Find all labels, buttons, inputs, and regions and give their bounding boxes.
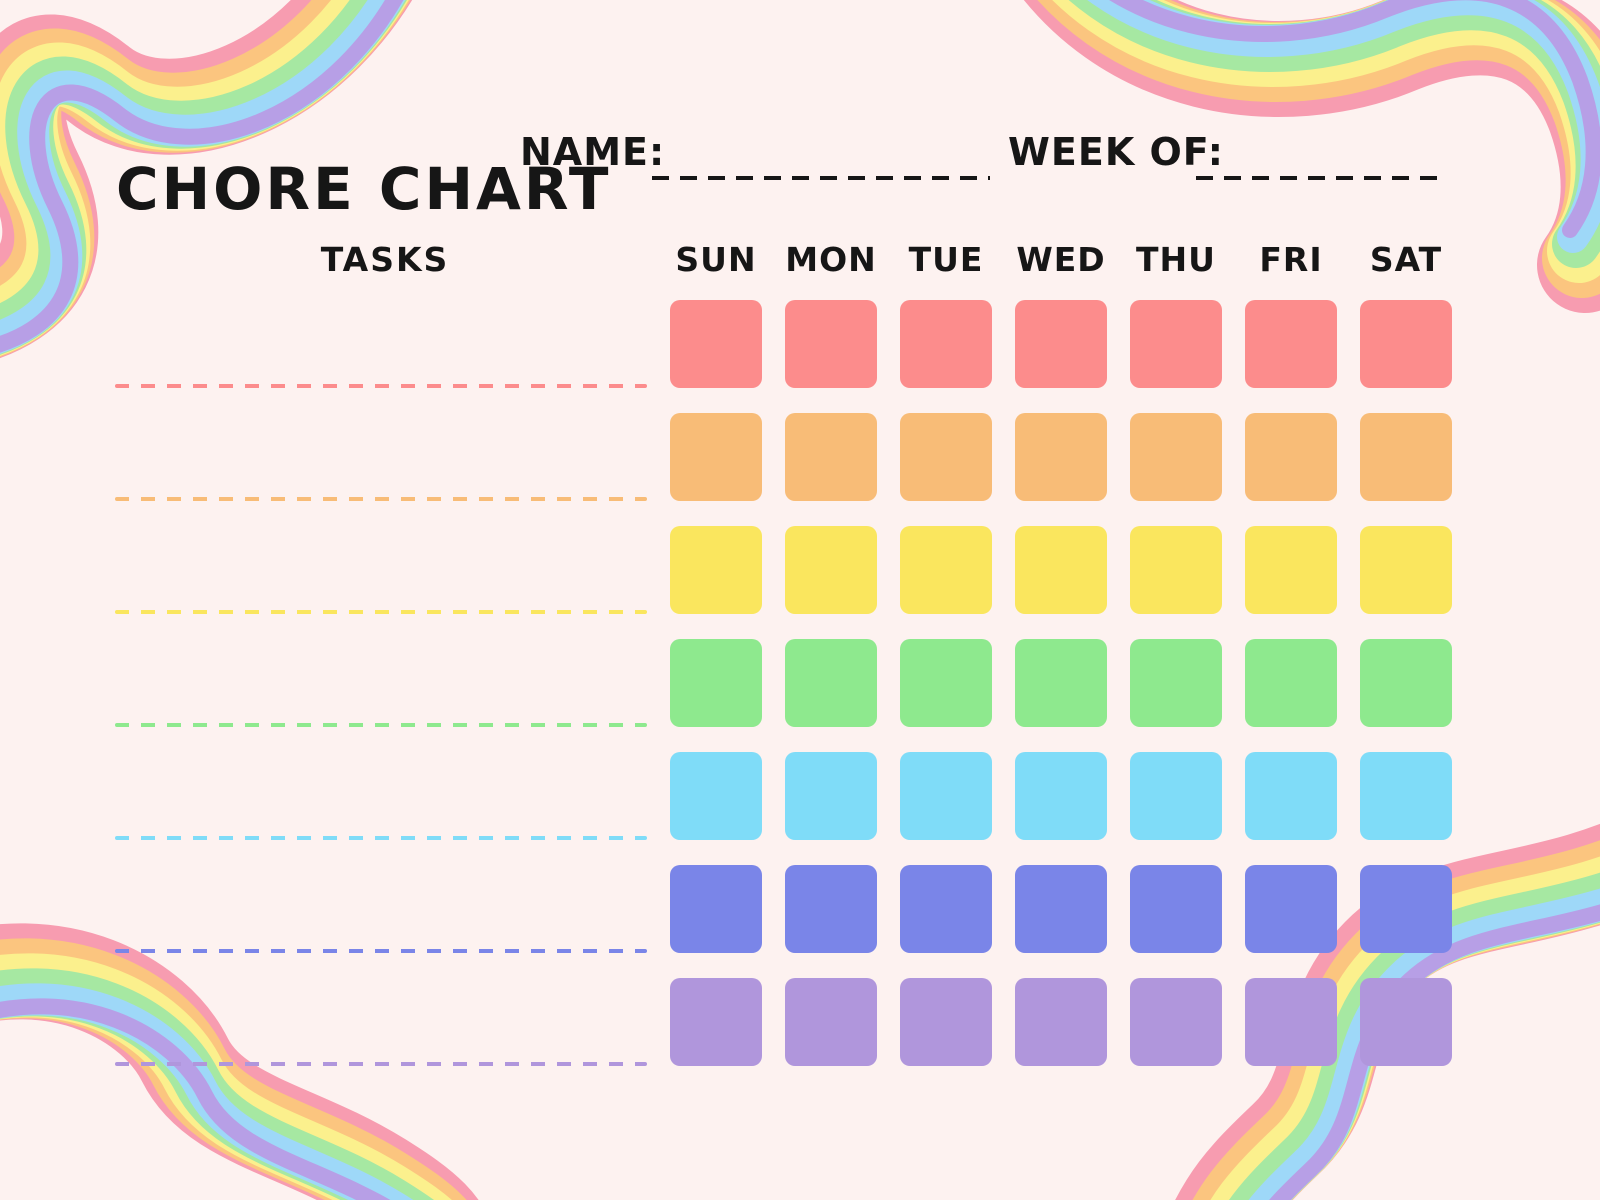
chore-cell-sun-row1[interactable] — [670, 300, 762, 388]
chore-cell-fri-row7[interactable] — [1245, 978, 1337, 1066]
day-header-sat: SAT — [1369, 240, 1443, 279]
chore-cell-wed-row1[interactable] — [1015, 300, 1107, 388]
chore-cell-thu-row6[interactable] — [1130, 865, 1222, 953]
chore-cell-mon-row5[interactable] — [785, 752, 877, 840]
chore-cell-wed-row4[interactable] — [1015, 639, 1107, 727]
chore-cell-sun-row6[interactable] — [670, 865, 762, 953]
day-header-tue: TUE — [908, 240, 984, 279]
chore-cell-fri-row4[interactable] — [1245, 639, 1337, 727]
task-line[interactable] — [115, 836, 647, 840]
chore-cell-wed-row2[interactable] — [1015, 413, 1107, 501]
chore-cell-mon-row4[interactable] — [785, 639, 877, 727]
chore-cell-wed-row3[interactable] — [1015, 526, 1107, 614]
chore-cell-thu-row5[interactable] — [1130, 752, 1222, 840]
chore-cell-tue-row4[interactable] — [900, 639, 992, 727]
chore-cell-sun-row3[interactable] — [670, 526, 762, 614]
name-input-line[interactable] — [652, 176, 990, 180]
chore-cell-fri-row5[interactable] — [1245, 752, 1337, 840]
task-line[interactable] — [115, 497, 647, 501]
task-line[interactable] — [115, 610, 647, 614]
chore-cell-sat-row2[interactable] — [1360, 413, 1452, 501]
chore-cell-sat-row5[interactable] — [1360, 752, 1452, 840]
chore-cell-sun-row5[interactable] — [670, 752, 762, 840]
chore-cell-fri-row3[interactable] — [1245, 526, 1337, 614]
chore-cell-thu-row7[interactable] — [1130, 978, 1222, 1066]
chore-cell-wed-row5[interactable] — [1015, 752, 1107, 840]
chore-cell-fri-row1[interactable] — [1245, 300, 1337, 388]
chore-cell-sat-row7[interactable] — [1360, 978, 1452, 1066]
task-line[interactable] — [115, 1062, 647, 1066]
chore-cell-tue-row5[interactable] — [900, 752, 992, 840]
chore-cell-mon-row1[interactable] — [785, 300, 877, 388]
chore-cell-mon-row2[interactable] — [785, 413, 877, 501]
chore-cell-sat-row3[interactable] — [1360, 526, 1452, 614]
chore-cell-sat-row6[interactable] — [1360, 865, 1452, 953]
page-title: CHORE CHART — [116, 154, 612, 223]
chore-cell-mon-row7[interactable] — [785, 978, 877, 1066]
chore-cell-tue-row7[interactable] — [900, 978, 992, 1066]
rainbow-ribbon-bottom-left — [0, 923, 477, 1200]
chore-cell-thu-row4[interactable] — [1130, 639, 1222, 727]
chore-cell-tue-row3[interactable] — [900, 526, 992, 614]
chore-cell-wed-row6[interactable] — [1015, 865, 1107, 953]
chore-cell-tue-row2[interactable] — [900, 413, 992, 501]
chore-cell-sun-row2[interactable] — [670, 413, 762, 501]
day-header-fri: FRI — [1259, 240, 1323, 279]
chore-cell-sun-row4[interactable] — [670, 639, 762, 727]
chore-cell-mon-row3[interactable] — [785, 526, 877, 614]
task-line[interactable] — [115, 384, 647, 388]
chore-cell-sat-row4[interactable] — [1360, 639, 1452, 727]
name-label: NAME: — [520, 130, 666, 174]
chore-cell-tue-row6[interactable] — [900, 865, 992, 953]
chore-cell-wed-row7[interactable] — [1015, 978, 1107, 1066]
week-of-input-line[interactable] — [1196, 176, 1440, 180]
task-line[interactable] — [115, 723, 647, 727]
task-line[interactable] — [115, 949, 647, 953]
chore-cell-fri-row2[interactable] — [1245, 413, 1337, 501]
tasks-column-header: TASKS — [320, 240, 450, 279]
chore-cell-sun-row7[interactable] — [670, 978, 762, 1066]
chore-cell-tue-row1[interactable] — [900, 300, 992, 388]
day-header-thu: THU — [1136, 240, 1216, 279]
chore-cell-thu-row2[interactable] — [1130, 413, 1222, 501]
chore-cell-sat-row1[interactable] — [1360, 300, 1452, 388]
chore-cell-thu-row3[interactable] — [1130, 526, 1222, 614]
week-of-label: WEEK OF: — [1008, 130, 1224, 174]
chore-cell-mon-row6[interactable] — [785, 865, 877, 953]
day-header-wed: WED — [1016, 240, 1106, 279]
day-header-sun: SUN — [675, 240, 757, 279]
day-header-mon: MON — [785, 240, 877, 279]
chore-cell-thu-row1[interactable] — [1130, 300, 1222, 388]
chore-cell-fri-row6[interactable] — [1245, 865, 1337, 953]
